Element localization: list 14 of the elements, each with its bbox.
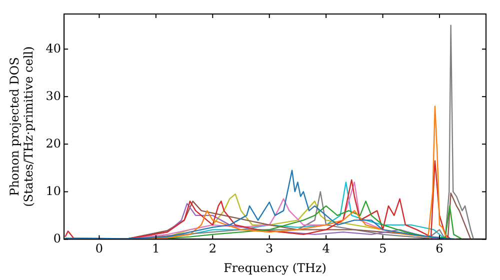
x-tick-label: 5 (378, 242, 387, 256)
y-tick-label: 30 (46, 88, 62, 103)
x-tick-label: 6 (436, 242, 444, 256)
x-axis-title: Frequency (THz) (224, 260, 326, 275)
x-tick-label: 4 (322, 242, 330, 256)
y-axis-title: Phonon projected DOS (States/THz·primitive cell) (7, 46, 36, 207)
y-tick-label: 0 (53, 231, 62, 246)
x-tick-label: 1 (152, 242, 160, 256)
y-tick-label: 40 (46, 41, 62, 56)
y-tick-label: 20 (46, 136, 62, 150)
x-tick-label: 0 (95, 242, 104, 256)
x-tick-label: 3 (266, 242, 274, 256)
y-tick-label: 10 (46, 184, 62, 198)
x-tick-label: 2 (208, 242, 216, 256)
